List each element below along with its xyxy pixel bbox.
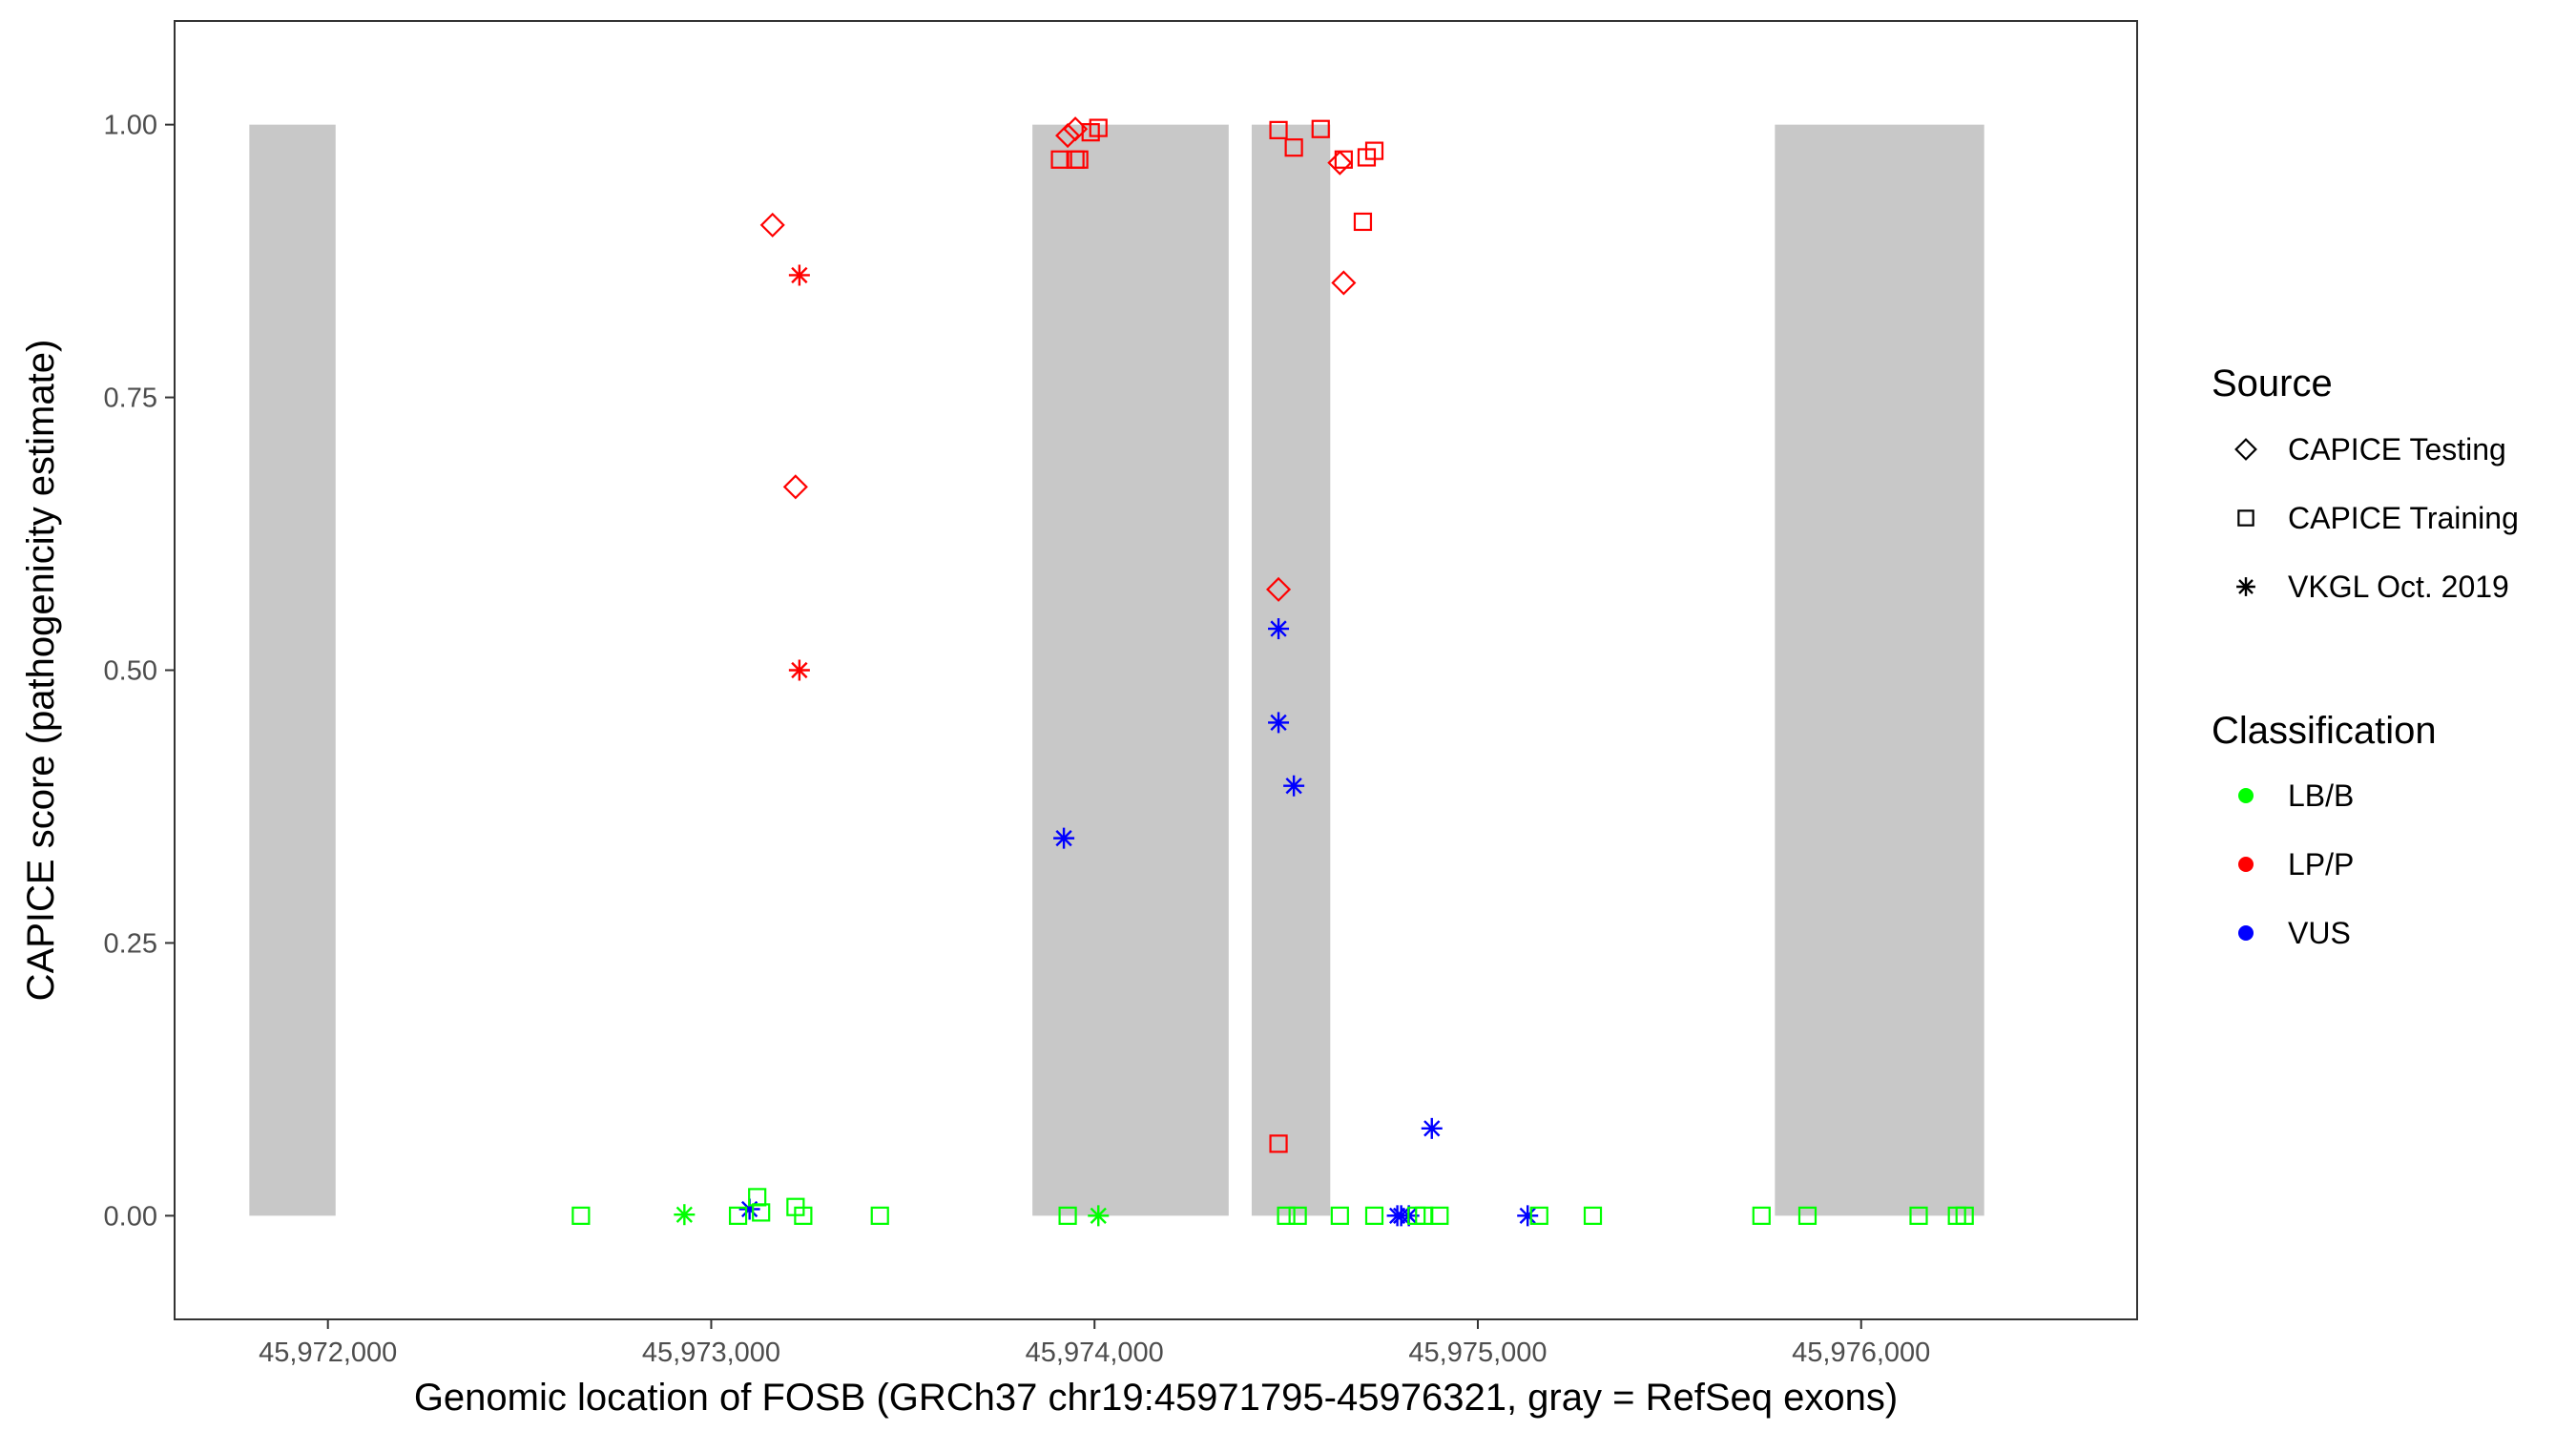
exon-region-1 — [249, 124, 336, 1216]
legend-classification-items: LB/B LP/P VUS — [2238, 778, 2354, 950]
data-point-training-lbb — [870, 1206, 889, 1225]
legend-key-lbb — [2238, 788, 2254, 803]
legend-key-vkgl — [2236, 577, 2255, 596]
y-tick-label: 0.75 — [104, 384, 157, 414]
x-axis: 45,972,000 45,973,000 45,974,000 45,975,000… — [259, 1319, 1930, 1368]
legend-key-testing — [2234, 438, 2257, 461]
data-point-training-lbb — [794, 1206, 813, 1225]
data-point-testing-lpp — [1327, 150, 1353, 176]
legend-label-testing: CAPICE Testing — [2288, 432, 2506, 467]
data-points — [571, 116, 1974, 1227]
data-point-training-lbb — [752, 1203, 771, 1222]
x-tick-label: 45,975,000 — [1408, 1338, 1547, 1368]
data-point-training-lbb — [1058, 1206, 1077, 1225]
legend-label-vus: VUS — [2288, 916, 2351, 950]
x-tick-label: 45,973,000 — [642, 1338, 780, 1368]
data-point-training-lbb — [1583, 1206, 1603, 1225]
y-tick-label: 0.50 — [104, 656, 157, 687]
legend-title-source: Source — [2212, 363, 2333, 404]
data-point-training-lbb — [1909, 1206, 1928, 1225]
legend: Source CAPICE Testing CAPICE Training VKGL… — [2212, 363, 2519, 950]
data-point-vkgl-vus — [1517, 1205, 1539, 1227]
y-axis-title: CAPICE score (pathogenicity estimate) — [20, 340, 62, 1002]
data-point-training-lbb — [1330, 1206, 1349, 1225]
data-point-testing-lpp — [759, 212, 785, 238]
data-point-training-lbb — [1430, 1206, 1449, 1225]
data-point-training-lbb — [1752, 1206, 1771, 1225]
y-tick-label: 0.25 — [104, 928, 157, 959]
data-point-vkgl-lbb — [1088, 1205, 1110, 1227]
data-point-testing-lpp — [1055, 123, 1081, 149]
data-point-training-lpp — [1353, 212, 1373, 232]
data-point-vkgl-vus — [1268, 618, 1290, 640]
data-point-training-lpp — [1089, 118, 1108, 137]
x-tick-label: 45,974,000 — [1026, 1338, 1164, 1368]
exon-regions — [249, 124, 1984, 1216]
data-point-vkgl-vus — [1283, 775, 1305, 797]
y-tick-label: 0.00 — [104, 1201, 157, 1232]
x-axis-title: Genomic location of FOSB (GRCh37 chr19:4… — [414, 1377, 1898, 1419]
exon-region-3 — [1251, 124, 1331, 1216]
data-point-training-lpp — [1311, 119, 1330, 138]
legend-source-items: CAPICE Testing CAPICE Training VKGL Oct. 2… — [2234, 432, 2519, 604]
data-point-training-lbb — [1797, 1206, 1818, 1225]
y-axis: 0.00 0.25 0.50 0.75 1.00 — [104, 111, 175, 1232]
data-point-vkgl-lpp — [788, 659, 810, 681]
data-point-training-lpp — [1284, 138, 1303, 157]
data-point-training-lbb — [571, 1206, 591, 1225]
data-point-training-lpp — [1364, 141, 1384, 160]
data-point-training-lpp — [1334, 150, 1353, 169]
data-point-training-lbb — [1277, 1206, 1296, 1225]
legend-key-vus — [2238, 925, 2254, 941]
x-tick-label: 45,972,000 — [259, 1338, 397, 1368]
data-point-training-lbb — [728, 1206, 748, 1225]
data-point-vkgl-vus — [1268, 712, 1290, 734]
exon-region-2 — [1032, 124, 1229, 1216]
legend-label-lpp: LP/P — [2288, 847, 2354, 881]
data-point-training-lbb — [1955, 1206, 1974, 1225]
legend-key-training — [2237, 509, 2254, 527]
y-tick-label: 1.00 — [104, 111, 157, 141]
data-point-vkgl-vus — [1421, 1117, 1443, 1139]
legend-label-lbb: LB/B — [2288, 778, 2354, 813]
data-point-training-lpp — [1269, 1134, 1288, 1153]
data-point-training-lbb — [1364, 1206, 1384, 1225]
legend-label-vkgl: VKGL Oct. 2019 — [2288, 570, 2509, 604]
data-point-training-lpp — [1066, 150, 1085, 169]
legend-title-classification: Classification — [2212, 710, 2437, 752]
exon-region-4 — [1775, 124, 1984, 1216]
legend-key-lpp — [2238, 857, 2254, 872]
x-tick-label: 45,976,000 — [1792, 1338, 1930, 1368]
data-point-training-lbb — [1529, 1206, 1548, 1225]
data-point-vkgl-lbb — [674, 1204, 696, 1226]
data-point-testing-lpp — [1266, 576, 1292, 602]
data-point-training-lbb — [1288, 1206, 1307, 1225]
data-point-vkgl-vus — [1053, 827, 1075, 849]
data-point-training-lpp — [1269, 120, 1288, 139]
data-point-vkgl-lpp — [788, 264, 810, 286]
data-point-testing-lpp — [782, 474, 808, 500]
data-point-testing-lpp — [1331, 270, 1357, 296]
legend-label-training: CAPICE Training — [2288, 501, 2519, 535]
